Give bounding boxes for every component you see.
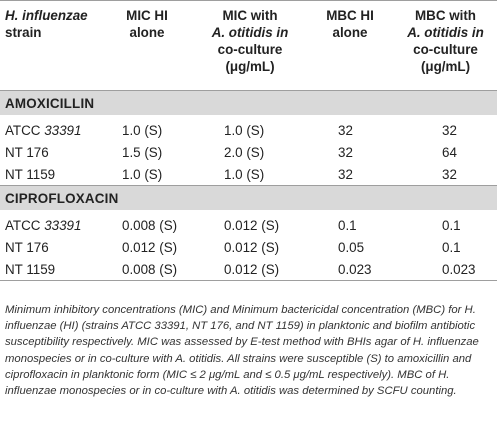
table-row: NT 1159 0.008 (S) 0.012 (S) 0.023 0.023 xyxy=(0,258,497,281)
header-mic-alone: MIC HI alone xyxy=(100,0,194,91)
mbc-co-cell: 0.1 xyxy=(442,217,461,233)
mbc-alone-cell: 0.1 xyxy=(338,217,357,233)
mbc-co-cell: 0.023 xyxy=(394,258,497,281)
mic-co-cell: 0.012 (S) xyxy=(224,239,280,255)
header-mbc-co-l3: co-culture xyxy=(413,42,478,57)
mbc-alone-cell: 32 xyxy=(338,166,353,182)
header-mbc-alone-l2: alone xyxy=(332,25,368,40)
table-row: NT 176 0.012 (S) 0.012 (S) 0.05 0.1 xyxy=(0,236,497,258)
strain-number: 33391 xyxy=(44,122,82,138)
mbc-co-cell: 64 xyxy=(442,144,457,160)
mbc-co-cell: 0.1 xyxy=(442,239,461,255)
table-row: NT 176 1.5 (S) 2.0 (S) 32 64 xyxy=(0,141,497,163)
strain-prefix: ATCC xyxy=(5,122,45,138)
header-mbc-alone: MBC HI alone xyxy=(306,0,394,91)
strain-cell: NT 176 xyxy=(0,141,100,163)
table-row: ATCC 33391 0.008 (S) 0.012 (S) 0.1 0.1 xyxy=(0,214,497,236)
strain-prefix: NT 176 xyxy=(5,144,49,160)
strain-cell: NT 1159 xyxy=(0,163,100,186)
header-strain: H. influenzae strain xyxy=(0,0,100,91)
header-mic-co-l2: A. otitidis in xyxy=(211,25,289,40)
mbc-co-cell: 32 xyxy=(442,122,457,138)
header-mbc-co-l2: A. otitidis in xyxy=(407,25,484,40)
header-mic-alone-l2: alone xyxy=(129,25,165,40)
strain-number: 33391 xyxy=(44,217,82,233)
table-row: ATCC 33391 1.0 (S) 1.0 (S) 32 32 xyxy=(0,119,497,141)
header-strain-line2: strain xyxy=(5,25,42,40)
mbc-alone-cell: 0.023 xyxy=(306,258,394,281)
mic-mbc-table: H. influenzae strain MIC HI alone MIC wi… xyxy=(0,0,497,281)
strain-cell: NT 1159 xyxy=(0,258,100,281)
mic-co-cell: 1.0 (S) xyxy=(224,166,265,182)
mic-alone-cell: 1.0 (S) xyxy=(122,122,163,138)
header-mbc-co-l1: MBC with xyxy=(415,8,476,23)
section-title: CIPROFLOXACIN xyxy=(0,185,497,210)
header-row: H. influenzae strain MIC HI alone MIC wi… xyxy=(0,0,497,91)
header-mbc-co: MBC with A. otitidis in co-culture (μg/m… xyxy=(394,0,497,91)
section-title: AMOXICILLIN xyxy=(0,90,497,115)
mbc-alone-cell: 32 xyxy=(338,144,353,160)
header-mic-co-l1: MIC with xyxy=(222,8,278,23)
mic-alone-cell: 0.008 (S) xyxy=(100,258,194,281)
mic-alone-cell: 1.5 (S) xyxy=(122,144,163,160)
strain-prefix: ATCC xyxy=(5,217,45,233)
mbc-alone-cell: 0.05 xyxy=(338,239,365,255)
header-mic-co-l3: co-culture xyxy=(217,42,283,57)
strain-cell: ATCC 33391 xyxy=(0,214,100,236)
strain-cell: ATCC 33391 xyxy=(0,119,100,141)
strain-cell: NT 176 xyxy=(0,236,100,258)
mic-alone-cell: 0.008 (S) xyxy=(122,217,178,233)
strain-prefix: NT 1159 xyxy=(5,261,56,277)
header-mic-alone-l1: MIC HI xyxy=(126,8,168,23)
mic-co-cell: 2.0 (S) xyxy=(224,144,265,160)
strain-prefix: NT 176 xyxy=(5,239,49,255)
mic-alone-cell: 0.012 (S) xyxy=(122,239,178,255)
mic-co-cell: 0.012 (S) xyxy=(194,258,306,281)
mbc-co-cell: 32 xyxy=(442,166,457,182)
strain-prefix: NT 1159 xyxy=(5,166,56,182)
header-mbc-co-l4: (μg/mL) xyxy=(420,59,471,74)
header-mic-co-l4: (μg/mL) xyxy=(225,59,275,74)
mic-alone-cell: 1.0 (S) xyxy=(122,166,163,182)
section-row-ciprofloxacin: CIPROFLOXACIN xyxy=(0,185,497,210)
mbc-alone-cell: 32 xyxy=(338,122,353,138)
header-strain-line1: H. influenzae xyxy=(5,8,88,23)
header-mic-co: MIC with A. otitidis in co-culture (μg/m… xyxy=(194,0,306,91)
section-row-amoxicillin: AMOXICILLIN xyxy=(0,90,497,115)
table-footnote: Minimum inhibitory concentrations (MIC) … xyxy=(5,304,479,398)
table-row: NT 1159 1.0 (S) 1.0 (S) 32 32 xyxy=(0,163,497,186)
mic-co-cell: 1.0 (S) xyxy=(224,122,265,138)
header-mbc-alone-l1: MBC HI xyxy=(326,8,374,23)
mic-co-cell: 0.012 (S) xyxy=(224,217,280,233)
